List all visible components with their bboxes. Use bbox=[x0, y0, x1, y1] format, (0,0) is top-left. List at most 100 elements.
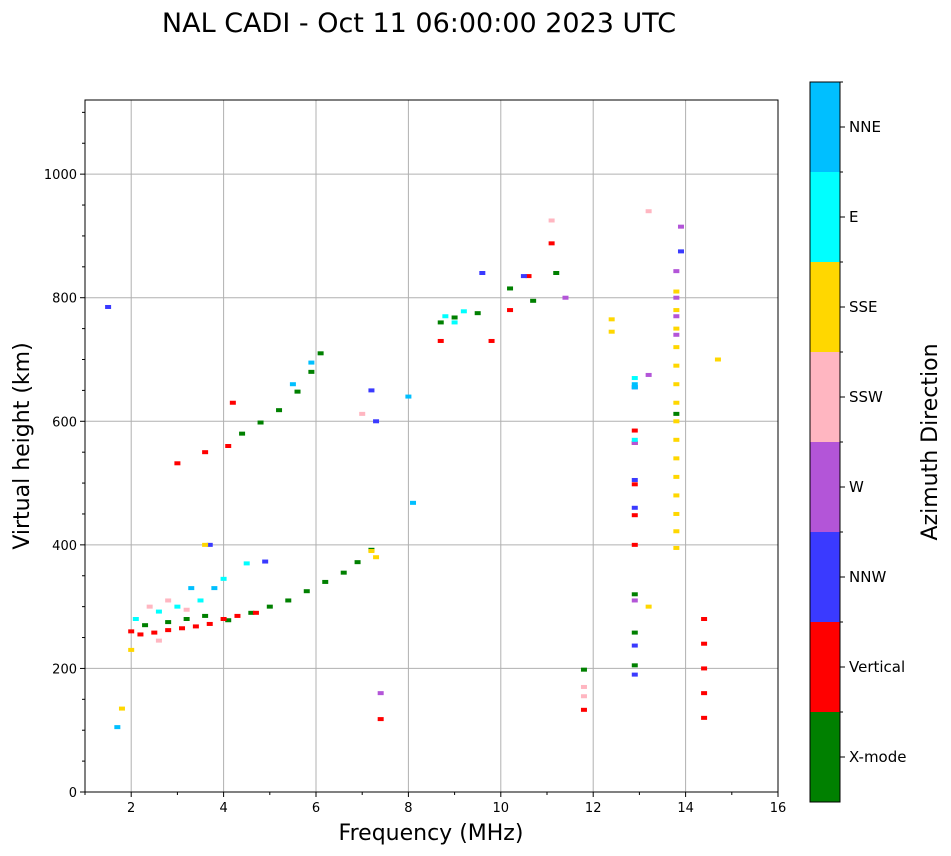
data-point bbox=[202, 613, 209, 618]
data-point bbox=[202, 542, 209, 547]
data-point bbox=[206, 621, 213, 626]
y-tick-label: 1000 bbox=[44, 168, 77, 183]
data-point bbox=[608, 317, 615, 322]
data-point bbox=[673, 545, 680, 550]
data-point bbox=[308, 360, 315, 365]
x-tick-label: 2 bbox=[127, 801, 135, 816]
data-point bbox=[677, 224, 684, 229]
data-point bbox=[225, 444, 232, 448]
colorbar-title: Azimuth Direction bbox=[918, 343, 943, 540]
grid-lines bbox=[85, 100, 778, 792]
data-point bbox=[155, 609, 162, 614]
data-point bbox=[460, 309, 467, 314]
x-tick-label: 10 bbox=[493, 801, 510, 816]
colorbar-segment bbox=[810, 82, 840, 172]
data-point bbox=[437, 338, 444, 343]
data-point bbox=[377, 691, 384, 696]
data-point bbox=[322, 579, 329, 584]
data-point bbox=[631, 477, 638, 482]
data-point bbox=[673, 363, 680, 368]
data-point bbox=[631, 592, 638, 597]
data-point bbox=[673, 326, 680, 331]
data-point bbox=[474, 311, 481, 316]
data-point bbox=[303, 589, 310, 594]
data-point bbox=[673, 295, 680, 300]
y-tick-label: 800 bbox=[52, 292, 77, 307]
data-point bbox=[673, 314, 680, 319]
data-point bbox=[673, 411, 680, 416]
x-tick-label: 14 bbox=[677, 801, 694, 816]
data-point bbox=[165, 628, 172, 633]
data-point bbox=[174, 461, 181, 466]
data-point bbox=[340, 570, 347, 575]
data-point bbox=[128, 647, 135, 652]
data-point bbox=[188, 586, 195, 591]
data-point bbox=[631, 513, 638, 518]
data-point bbox=[174, 604, 181, 609]
data-point bbox=[373, 555, 380, 560]
data-point bbox=[673, 529, 680, 534]
data-point bbox=[183, 617, 190, 621]
colorbar-segment bbox=[810, 352, 840, 442]
data-point bbox=[645, 372, 652, 377]
data-point bbox=[548, 218, 555, 223]
data-point bbox=[192, 624, 199, 629]
data-point bbox=[114, 725, 121, 730]
data-point bbox=[142, 623, 149, 628]
data-point bbox=[645, 604, 652, 609]
data-point bbox=[631, 542, 638, 547]
data-point bbox=[714, 357, 721, 362]
data-point bbox=[631, 630, 638, 635]
data-point bbox=[165, 598, 172, 603]
data-point bbox=[359, 411, 366, 416]
data-point bbox=[673, 437, 680, 442]
data-point bbox=[525, 274, 532, 279]
data-point bbox=[701, 715, 708, 720]
colorbar-label: NNW bbox=[849, 568, 886, 586]
data-point bbox=[262, 559, 269, 564]
y-tick-label: 0 bbox=[69, 786, 77, 801]
x-tick-label: 8 bbox=[404, 801, 412, 816]
data-point bbox=[673, 493, 680, 498]
x-tick-label: 16 bbox=[770, 801, 787, 816]
data-point bbox=[128, 629, 135, 634]
data-point bbox=[155, 638, 162, 643]
colorbar-segment bbox=[810, 622, 840, 712]
data-point bbox=[507, 286, 514, 291]
data-point bbox=[410, 500, 417, 505]
data-point bbox=[183, 607, 190, 612]
data-point bbox=[530, 298, 537, 303]
data-point bbox=[701, 691, 708, 696]
data-point bbox=[234, 613, 241, 618]
colorbar-label: Vertical bbox=[849, 658, 905, 676]
plot-frame bbox=[84, 99, 779, 793]
data-point bbox=[308, 369, 315, 374]
y-axis-ticks: 0 200 400 600 800 1000 bbox=[44, 111, 85, 801]
data-point bbox=[645, 209, 652, 214]
data-point bbox=[220, 576, 227, 581]
colorbar-segment bbox=[810, 172, 840, 262]
x-axis-label: Frequency (MHz) bbox=[339, 821, 524, 846]
x-tick-label: 12 bbox=[585, 801, 602, 816]
data-point bbox=[165, 620, 172, 625]
data-point bbox=[488, 338, 495, 343]
colorbar-label: E bbox=[849, 208, 858, 226]
data-point bbox=[243, 561, 250, 566]
data-point bbox=[673, 345, 680, 350]
data-point bbox=[673, 382, 680, 387]
data-point bbox=[507, 308, 514, 313]
data-point bbox=[673, 400, 680, 405]
data-point bbox=[631, 437, 638, 442]
data-point bbox=[673, 419, 680, 424]
data-point bbox=[354, 560, 361, 565]
data-point bbox=[146, 604, 153, 609]
data-point bbox=[317, 351, 324, 356]
data-point bbox=[229, 400, 236, 405]
data-point bbox=[608, 329, 615, 334]
colorbar-label: X-mode bbox=[849, 748, 906, 766]
data-point bbox=[252, 610, 259, 615]
data-point bbox=[211, 586, 218, 591]
data-point bbox=[179, 626, 186, 631]
colorbar-label: W bbox=[849, 478, 864, 496]
data-point bbox=[437, 320, 444, 325]
